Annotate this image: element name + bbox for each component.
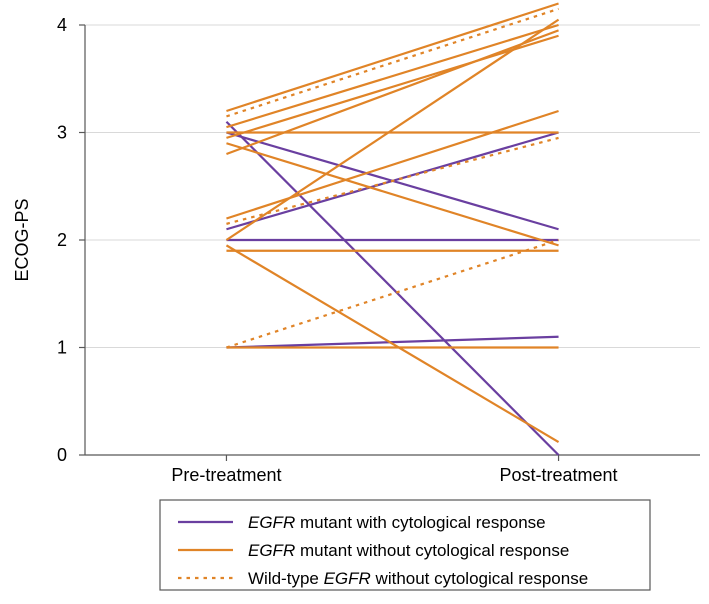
legend-label: Wild-type EGFR without cytological respo… [248, 569, 588, 588]
chart-container: 0 1 2 3 4 ECOG-PS Pre-treatment Post-treatment E… [0, 0, 709, 604]
slope-chart: 0 1 2 3 4 ECOG-PS Pre-treatment Post-treatment E… [0, 0, 709, 604]
legend-label: EGFR mutant without cytological response [248, 541, 569, 560]
y-tick-label: 0 [57, 445, 67, 465]
y-tick-label: 4 [57, 15, 67, 35]
x-tick-label: Pre-treatment [171, 465, 281, 485]
legend-label: EGFR mutant with cytological response [248, 513, 546, 532]
y-tick-label: 2 [57, 230, 67, 250]
y-axis-label: ECOG-PS [12, 198, 32, 281]
y-tick-label: 3 [57, 123, 67, 143]
x-tick-label: Post-treatment [500, 465, 618, 485]
y-tick-label: 1 [57, 338, 67, 358]
